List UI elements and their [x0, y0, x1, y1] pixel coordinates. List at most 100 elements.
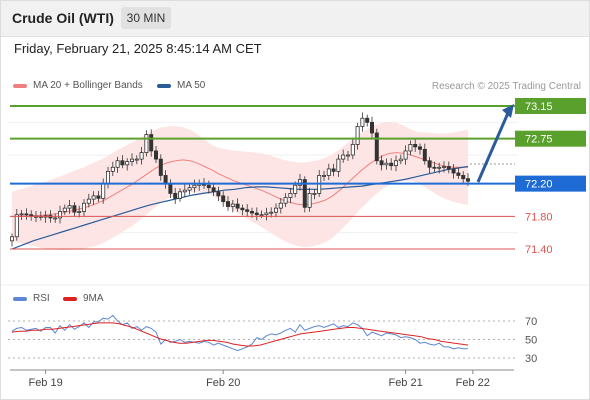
candle	[110, 161, 115, 177]
candle-up	[398, 158, 403, 162]
candle	[139, 147, 144, 165]
candle	[345, 150, 350, 161]
candle-up	[393, 160, 398, 167]
candle-up	[14, 214, 19, 238]
candle	[14, 208, 19, 241]
candle-up	[134, 158, 139, 161]
ma50-swatch	[157, 83, 171, 88]
candle-up	[441, 166, 446, 168]
candle-up	[297, 179, 302, 186]
candle-up	[106, 170, 111, 185]
level-label-71.80: 71.80	[525, 211, 553, 223]
legend-ma50: MA 50	[157, 80, 205, 91]
candle	[120, 155, 125, 169]
candle	[393, 155, 398, 172]
candle-up	[192, 184, 197, 189]
candle	[254, 207, 259, 221]
candle-down	[173, 193, 178, 199]
candle-up	[273, 207, 278, 213]
candle-up	[350, 144, 355, 156]
candle	[312, 189, 317, 200]
candle	[307, 187, 312, 212]
timeframe-badge[interactable]: 30 MIN	[121, 7, 171, 29]
candle-up	[355, 126, 360, 145]
candle-up	[182, 189, 187, 193]
candle	[173, 187, 178, 204]
candle	[230, 199, 235, 213]
candle	[153, 146, 158, 164]
candle-down	[446, 166, 451, 170]
candle	[321, 170, 326, 182]
candle	[413, 138, 418, 152]
candle	[451, 164, 456, 179]
candle	[62, 204, 67, 216]
candle-down	[221, 195, 226, 203]
candle	[264, 207, 269, 221]
level-label-72.20: 72.20	[525, 179, 553, 191]
candle	[326, 163, 331, 181]
rsi-tick-label: 70	[525, 316, 537, 328]
candle	[374, 128, 379, 165]
candle-up	[101, 183, 106, 199]
candle	[134, 155, 139, 165]
candle	[269, 207, 274, 218]
candle-down	[461, 175, 466, 180]
candle	[422, 143, 427, 165]
candle	[129, 153, 134, 166]
candle-up	[341, 154, 346, 160]
candle	[211, 182, 216, 196]
forecast-arrow-head	[502, 104, 514, 118]
rsi-label: RSI	[33, 293, 50, 304]
candle	[96, 190, 101, 203]
candle	[53, 213, 58, 223]
candle-down	[245, 209, 250, 212]
candle-up	[77, 211, 82, 213]
rsi-line	[11, 314, 468, 352]
candle	[302, 176, 307, 213]
candle-down	[379, 160, 384, 166]
candle	[67, 199, 72, 214]
legend-ma20: MA 20 + Bollinger Bands	[13, 80, 143, 91]
instrument-title: Crude Oil (WTI)	[12, 10, 114, 26]
source-credit: Research © 2025 Trading Central	[431, 81, 581, 92]
candle-down	[422, 148, 427, 162]
candle	[77, 205, 82, 218]
candle	[360, 112, 365, 132]
candle-down	[432, 166, 437, 169]
candle	[432, 161, 437, 173]
candle	[427, 156, 432, 174]
candle-up	[58, 211, 63, 219]
candle-down	[24, 213, 29, 216]
candle	[278, 197, 283, 214]
candle	[115, 156, 120, 173]
candle	[283, 193, 288, 208]
nine-ma-label: 9MA	[83, 293, 104, 304]
candle	[456, 167, 461, 179]
candle-down	[72, 205, 77, 213]
candle-down	[374, 132, 379, 162]
candle-up	[321, 175, 326, 177]
candle-up	[187, 187, 192, 191]
candle-down	[235, 203, 240, 209]
candle-down	[254, 212, 259, 216]
bollinger-band	[12, 122, 468, 251]
level-tag-72.20	[515, 175, 586, 192]
candle-down	[211, 187, 216, 193]
candle-up	[307, 193, 312, 208]
candle-up	[139, 152, 144, 160]
candle	[461, 171, 466, 185]
candle-down	[417, 146, 422, 150]
candle-up	[345, 154, 350, 157]
candle-up	[115, 160, 120, 168]
chart-header: Crude Oil (WTI) 30 MIN	[0, 0, 590, 37]
candle-down	[413, 144, 418, 148]
candle	[350, 138, 355, 160]
candle-down	[206, 184, 211, 189]
candle-down	[331, 168, 336, 172]
candle-up	[403, 150, 408, 160]
level-tag-72.75	[515, 130, 586, 147]
candle-up	[288, 193, 293, 198]
candle	[369, 116, 374, 139]
candle-up	[283, 197, 288, 204]
candle-down	[302, 179, 307, 208]
